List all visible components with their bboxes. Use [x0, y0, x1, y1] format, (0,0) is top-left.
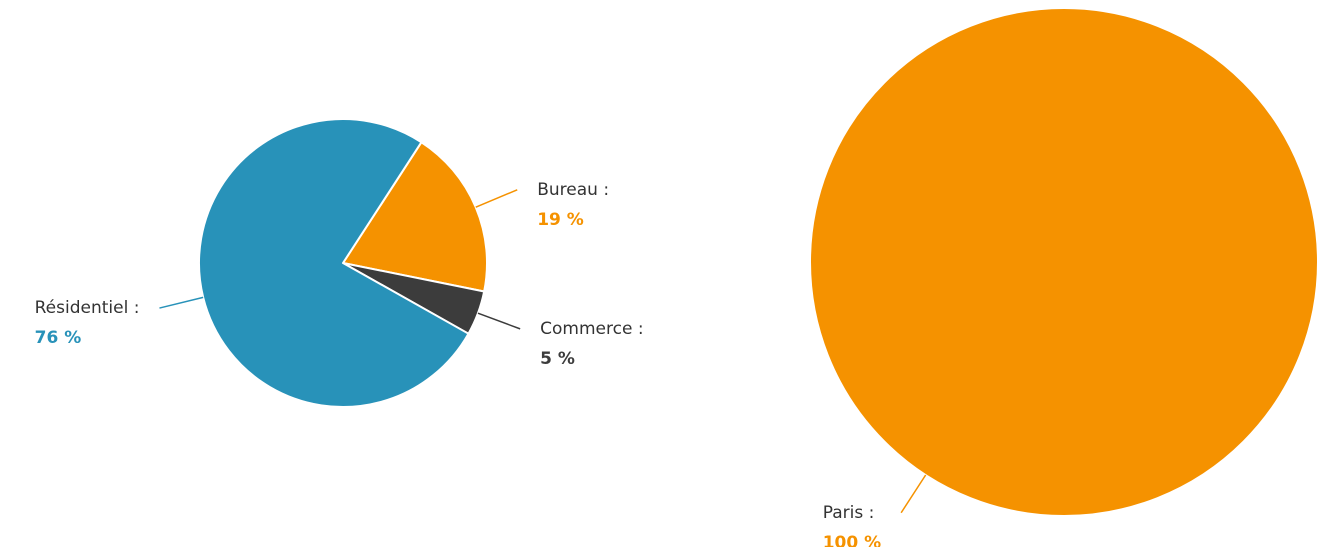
slice-label: Paris : [823, 503, 875, 523]
slice-value: 5 % [540, 349, 575, 369]
slice-value: 100 % [823, 533, 881, 547]
slice-value: 76 % [35, 328, 82, 348]
slice-label: Commerce : [540, 319, 643, 339]
leader-line [475, 189, 518, 208]
pie-slice [809, 7, 1317, 517]
leader-line [900, 474, 927, 514]
slice-value: 19 % [537, 210, 584, 230]
leader-line [477, 312, 521, 330]
slice-label: Bureau : [537, 180, 609, 200]
leader-line [159, 296, 204, 309]
pie-slice [198, 118, 470, 408]
slice-label: Résidentiel : [35, 298, 140, 318]
